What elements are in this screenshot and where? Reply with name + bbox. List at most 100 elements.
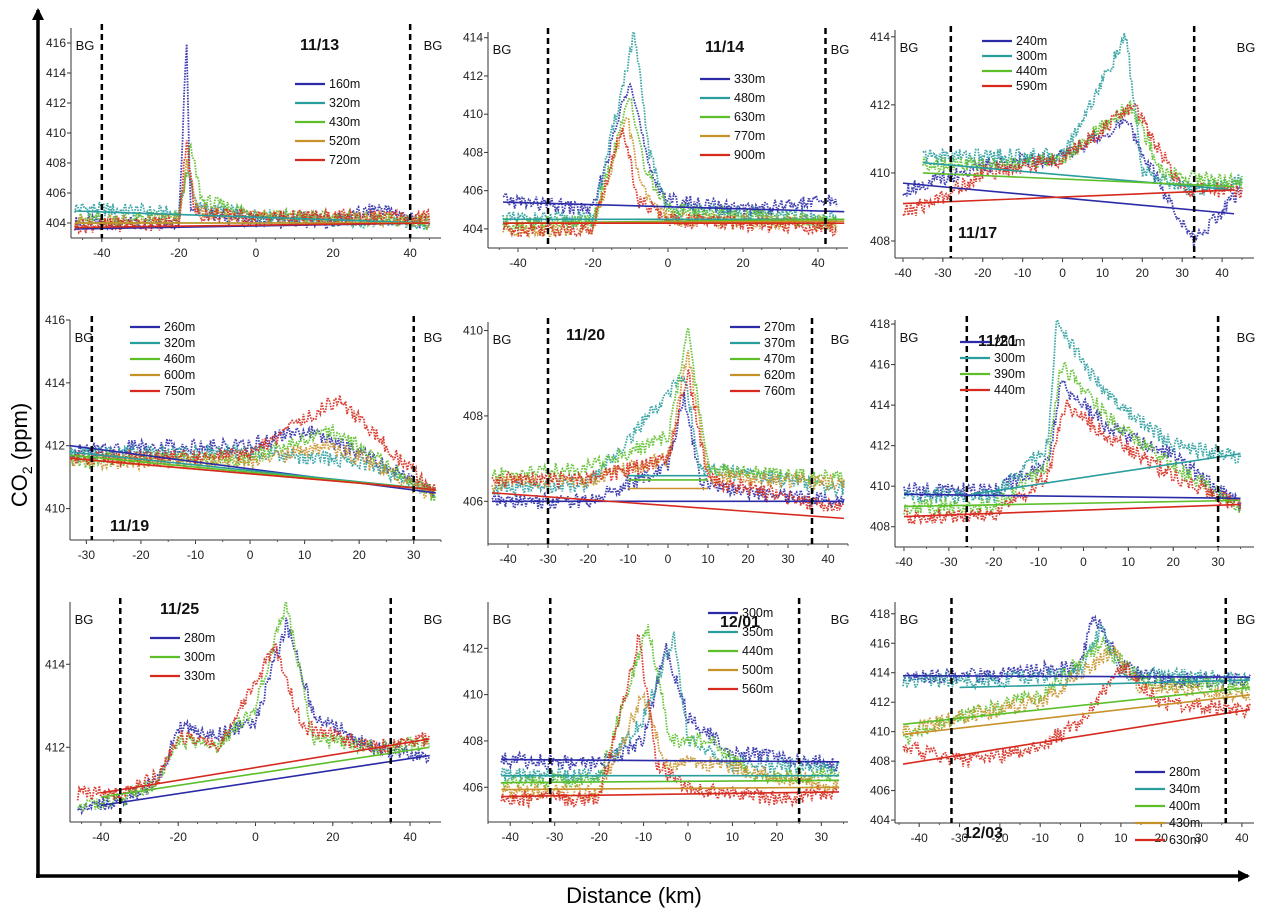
legend-label: 330m [184,669,215,683]
series-fit-line-280m [903,674,1250,678]
legend-label: 300m [742,606,773,620]
x-tick-label: 30 [1195,831,1209,845]
x-tick-label: 20 [1155,831,1169,845]
x-tick-label: 40 [403,830,417,844]
panel-7: -40 -30 -20 -10 0 10 20 30 406 408 410 412 BG BG 12/01… [463,598,849,844]
y-tick-label: 412 [870,98,890,112]
series-trace-760m [491,368,845,514]
x-tick-label: -40 [911,831,929,845]
x-tick-label: 0 [1059,266,1066,280]
series-fit-line-340m [959,679,1250,689]
y-tick-label: 408 [46,156,66,170]
x-tick-label: -20 [590,830,608,844]
x-tick-label: -20 [170,246,188,260]
series-fit-line-760m [491,491,845,520]
series-trace-600m [70,439,436,499]
y-tick-label: 410 [870,166,890,180]
series-fit-line-400m [902,686,1251,726]
panel-8: -40 -30 -20 -10 0 10 20 30 40 404 406 408 410 412 414 4… [870,598,1255,847]
x-tick-label: -20 [991,831,1009,845]
panels: -40 -20 0 20 40 404 406 408 410 412 414 416 BG BG 11/1… [45,24,1255,847]
x-tick-label: 0 [665,256,672,270]
legend-label: 250m [994,335,1025,349]
series-fit-line-330m [502,201,845,213]
legend-label: 340m [1169,782,1200,796]
series-trace-390m [903,359,1242,516]
bg-label: BG [900,40,919,55]
panel-date-label: 11/17 [958,225,997,242]
series-trace-300m [922,32,1243,198]
legend-label: 440m [994,383,1025,397]
legend-label: 320m [329,96,360,110]
bg-label: BG [900,330,919,345]
series-fit-line-300m [971,452,1241,496]
legend-label: 370m [764,336,795,350]
y-tick-label: 408 [870,754,890,768]
panel-1: -40 -20 0 20 40 404 406 408 410 412 414 BG BG 11/14 33… [463,28,849,270]
legend-label: 460m [164,352,195,366]
plot-area [70,395,437,502]
y-tick-label: 410 [45,502,65,516]
y-tick-label: 416 [870,636,890,650]
x-tick-label: 0 [253,246,260,260]
x-tick-label: -20 [985,555,1003,569]
bg-label: BG [424,38,443,53]
series-trace-590m [902,103,1243,219]
legend-label: 560m [742,682,773,696]
series-trace-160m [74,44,431,233]
series-trace-750m [70,395,437,496]
legend-label: 300m [184,650,215,664]
y-tick-label: 412 [45,439,65,453]
series-fit-line-390m [903,499,1241,508]
panel-0: -40 -20 0 20 40 404 406 408 410 412 414 416 BG BG 11/1… [46,24,442,260]
panel-4: -40 -30 -20 -10 0 10 20 30 40 406 408 410 BG BG 11/20 2… [463,318,849,566]
y-tick-label: 406 [463,780,483,794]
panel-date-label: 11/13 [300,37,339,54]
series-fit-line-440m [501,779,840,784]
x-tick-label: 0 [1077,831,1084,845]
x-tick-label: -40 [895,555,913,569]
y-tick-label: 416 [45,313,65,327]
y-tick-label: 410 [870,479,890,493]
plot-area [502,32,845,239]
y-tick-label: 408 [870,520,890,534]
plot-area [74,44,431,235]
x-tick-label: 0 [247,548,254,562]
x-tick-label: -40 [499,552,517,566]
x-tick-label: -20 [584,256,602,270]
bg-label: BG [1237,330,1256,345]
panel-date-label: 11/14 [705,39,744,56]
plot-area [903,320,1242,527]
series-trace-440m [922,100,1243,190]
series-trace-300m [500,643,840,773]
legend-label: 900m [734,148,765,162]
x-tick-label: -40 [894,266,912,280]
panel-2: -40 -30 -20 -10 0 10 20 30 40 408 410 412 414 BG BG 11/… [870,26,1255,280]
series-trace-370m [492,374,845,498]
legend-label: 500m [742,663,773,677]
x-tick-label: -40 [93,246,111,260]
plot-area [902,613,1251,768]
x-tick-label: -10 [1032,831,1050,845]
y-tick-label: 408 [870,234,890,248]
y-tick-label: 410 [870,725,890,739]
y-tick-label: 414 [46,66,66,80]
legend-label: 630m [734,110,765,124]
x-tick-label: 10 [1122,555,1136,569]
y-tick-label: 412 [463,69,483,83]
panel-date-label: 11/19 [110,518,149,535]
x-tick-label: -30 [940,555,958,569]
series-fit-line-590m [902,189,1235,205]
y-tick-label: 416 [870,358,890,372]
series-trace-630m [902,662,1251,768]
series-trace-720m [74,140,431,235]
y-tick-label: 406 [870,784,890,798]
y-tick-label: 410 [463,324,483,338]
bg-label: BG [76,38,95,53]
bg-label: BG [493,332,512,347]
legend-label: 350m [742,625,773,639]
y-tick-label: 416 [46,36,66,50]
bg-label: BG [493,42,512,57]
y-tick-label: 410 [463,688,483,702]
legend-label: 330m [734,72,765,86]
